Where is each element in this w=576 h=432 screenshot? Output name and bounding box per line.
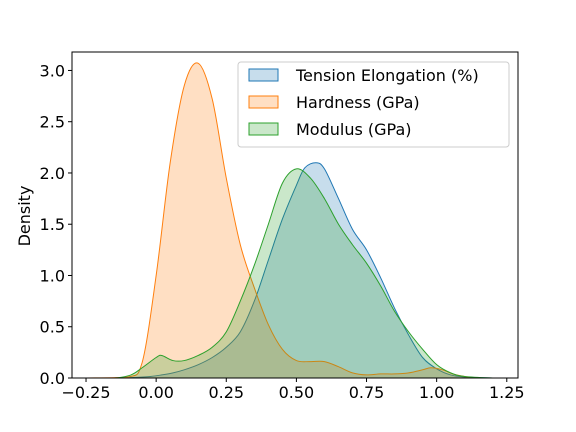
density-line-0 [86,162,507,379]
x-tick-label: 0.25 [208,383,244,402]
x-tick-label: 1.25 [489,383,525,402]
legend-swatch [248,68,279,82]
legend-label: Tension Elongation (%) [295,66,479,85]
density-areas [86,62,507,379]
y-axis: 0.0 0.5 1.0 1.5 2.0 2.5 3.0 [40,61,72,388]
legend-label: Modulus (GPa) [296,120,412,139]
density-area-2 [86,168,507,378]
y-tick-label: 2.0 [40,164,65,183]
legend-box [237,61,510,148]
x-tick-label: −0.25 [62,383,111,402]
x-axis: −0.25 0.00 0.25 0.50 0.75 1.00 1.25 [62,378,525,402]
x-tick-label: 1.00 [419,383,455,402]
legend-swatch [248,95,279,109]
y-tick-label: 0.0 [40,369,65,388]
y-axis-label: Density [15,186,34,247]
y-tick-label: 3.0 [40,61,65,80]
x-tick-label: 0.50 [279,383,315,402]
y-tick-label: 2.5 [40,113,65,132]
y-tick-label: 1.5 [40,215,65,234]
density-line-2 [86,168,507,379]
x-tick-label: 0.00 [138,383,174,402]
density-area-1 [86,62,507,379]
density-line-1 [86,62,507,379]
legend-swatch [248,122,279,136]
y-tick-label: 1.0 [40,266,65,285]
plot-frame [71,51,519,379]
density-area-0 [86,162,507,378]
x-tick-label: 0.75 [349,383,385,402]
legend-label: Hardness (GPa) [296,93,420,112]
legend: Tension Elongation (%) Hardness (GPa) Modu… [237,61,510,148]
y-tick-label: 0.5 [40,318,65,337]
